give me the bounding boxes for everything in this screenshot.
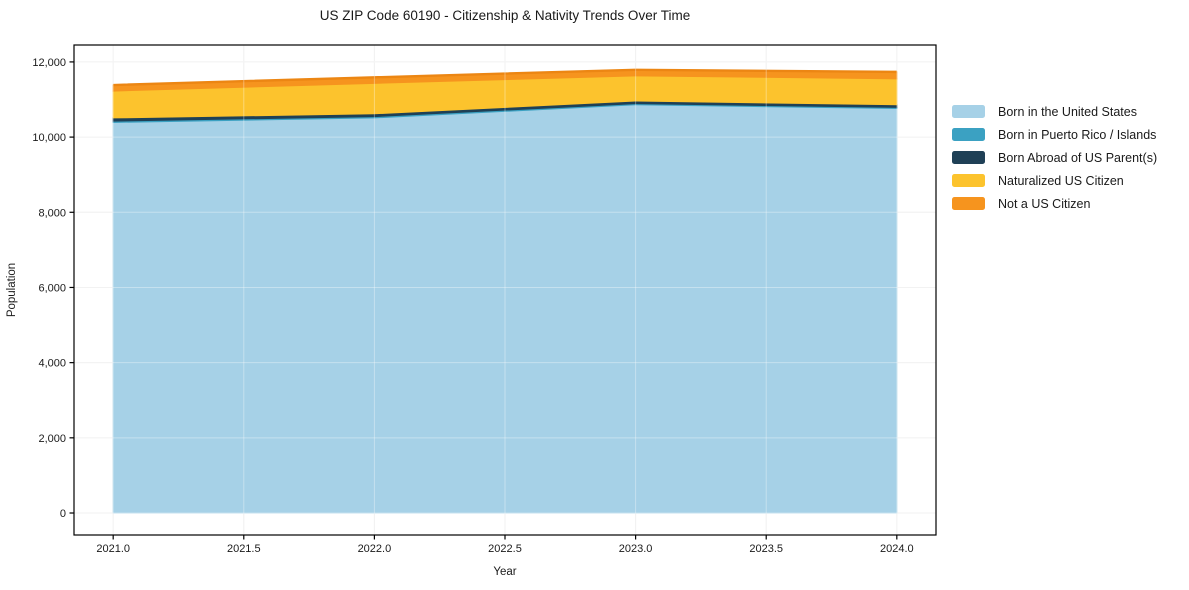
x-tick-label: 2022.0 — [358, 543, 392, 555]
legend-label: Born Abroad of US Parent(s) — [998, 150, 1158, 165]
y-tick-label: 6,000 — [38, 282, 66, 294]
legend-item: Not a US Citizen — [952, 192, 1157, 215]
y-tick-label: 12,000 — [32, 57, 66, 69]
legend-label: Naturalized US Citizen — [998, 173, 1124, 188]
legend-item: Born in the United States — [952, 100, 1157, 123]
x-tick-label: 2021.0 — [96, 543, 130, 555]
y-axis-label: Population — [6, 263, 18, 317]
legend-item: Born Abroad of US Parent(s) — [952, 146, 1157, 169]
legend-swatch — [952, 128, 985, 141]
legend-label: Born in the United States — [998, 104, 1137, 119]
legend-swatch — [952, 105, 985, 118]
x-tick-label: 2022.5 — [488, 543, 522, 555]
legend-label: Not a US Citizen — [998, 196, 1091, 211]
area-layers — [112, 68, 898, 514]
x-tick-label: 2021.5 — [227, 543, 261, 555]
legend-item: Born in Puerto Rico / Islands — [952, 123, 1157, 146]
x-tick-label: 2023.0 — [619, 543, 653, 555]
legend-item: Naturalized US Citizen — [952, 169, 1157, 192]
x-axis-label: Year — [493, 566, 516, 578]
legend: Born in the United States Born in Puerto … — [952, 100, 1157, 215]
x-tick-label: 2024.0 — [880, 543, 914, 555]
y-tick-label: 4,000 — [38, 358, 66, 370]
legend-swatch — [952, 151, 985, 164]
axis-ticks: 2021.0 2021.5 2022.0 2022.5 2023.0 2023.5 2024… — [32, 57, 913, 555]
legend-swatch — [952, 174, 985, 187]
legend-swatch — [952, 197, 985, 210]
y-tick-label: 10,000 — [32, 132, 66, 144]
stack-top-edge — [113, 68, 897, 87]
chart-title: US ZIP Code 60190 - Citizenship & Nativi… — [319, 8, 691, 23]
x-tick-label: 2023.5 — [749, 543, 783, 555]
y-tick-label: 0 — [60, 508, 66, 520]
legend-label: Born in Puerto Rico / Islands — [998, 127, 1157, 142]
gridlines-over — [74, 45, 936, 535]
y-tick-label: 2,000 — [38, 433, 66, 445]
y-tick-label: 8,000 — [38, 207, 66, 219]
